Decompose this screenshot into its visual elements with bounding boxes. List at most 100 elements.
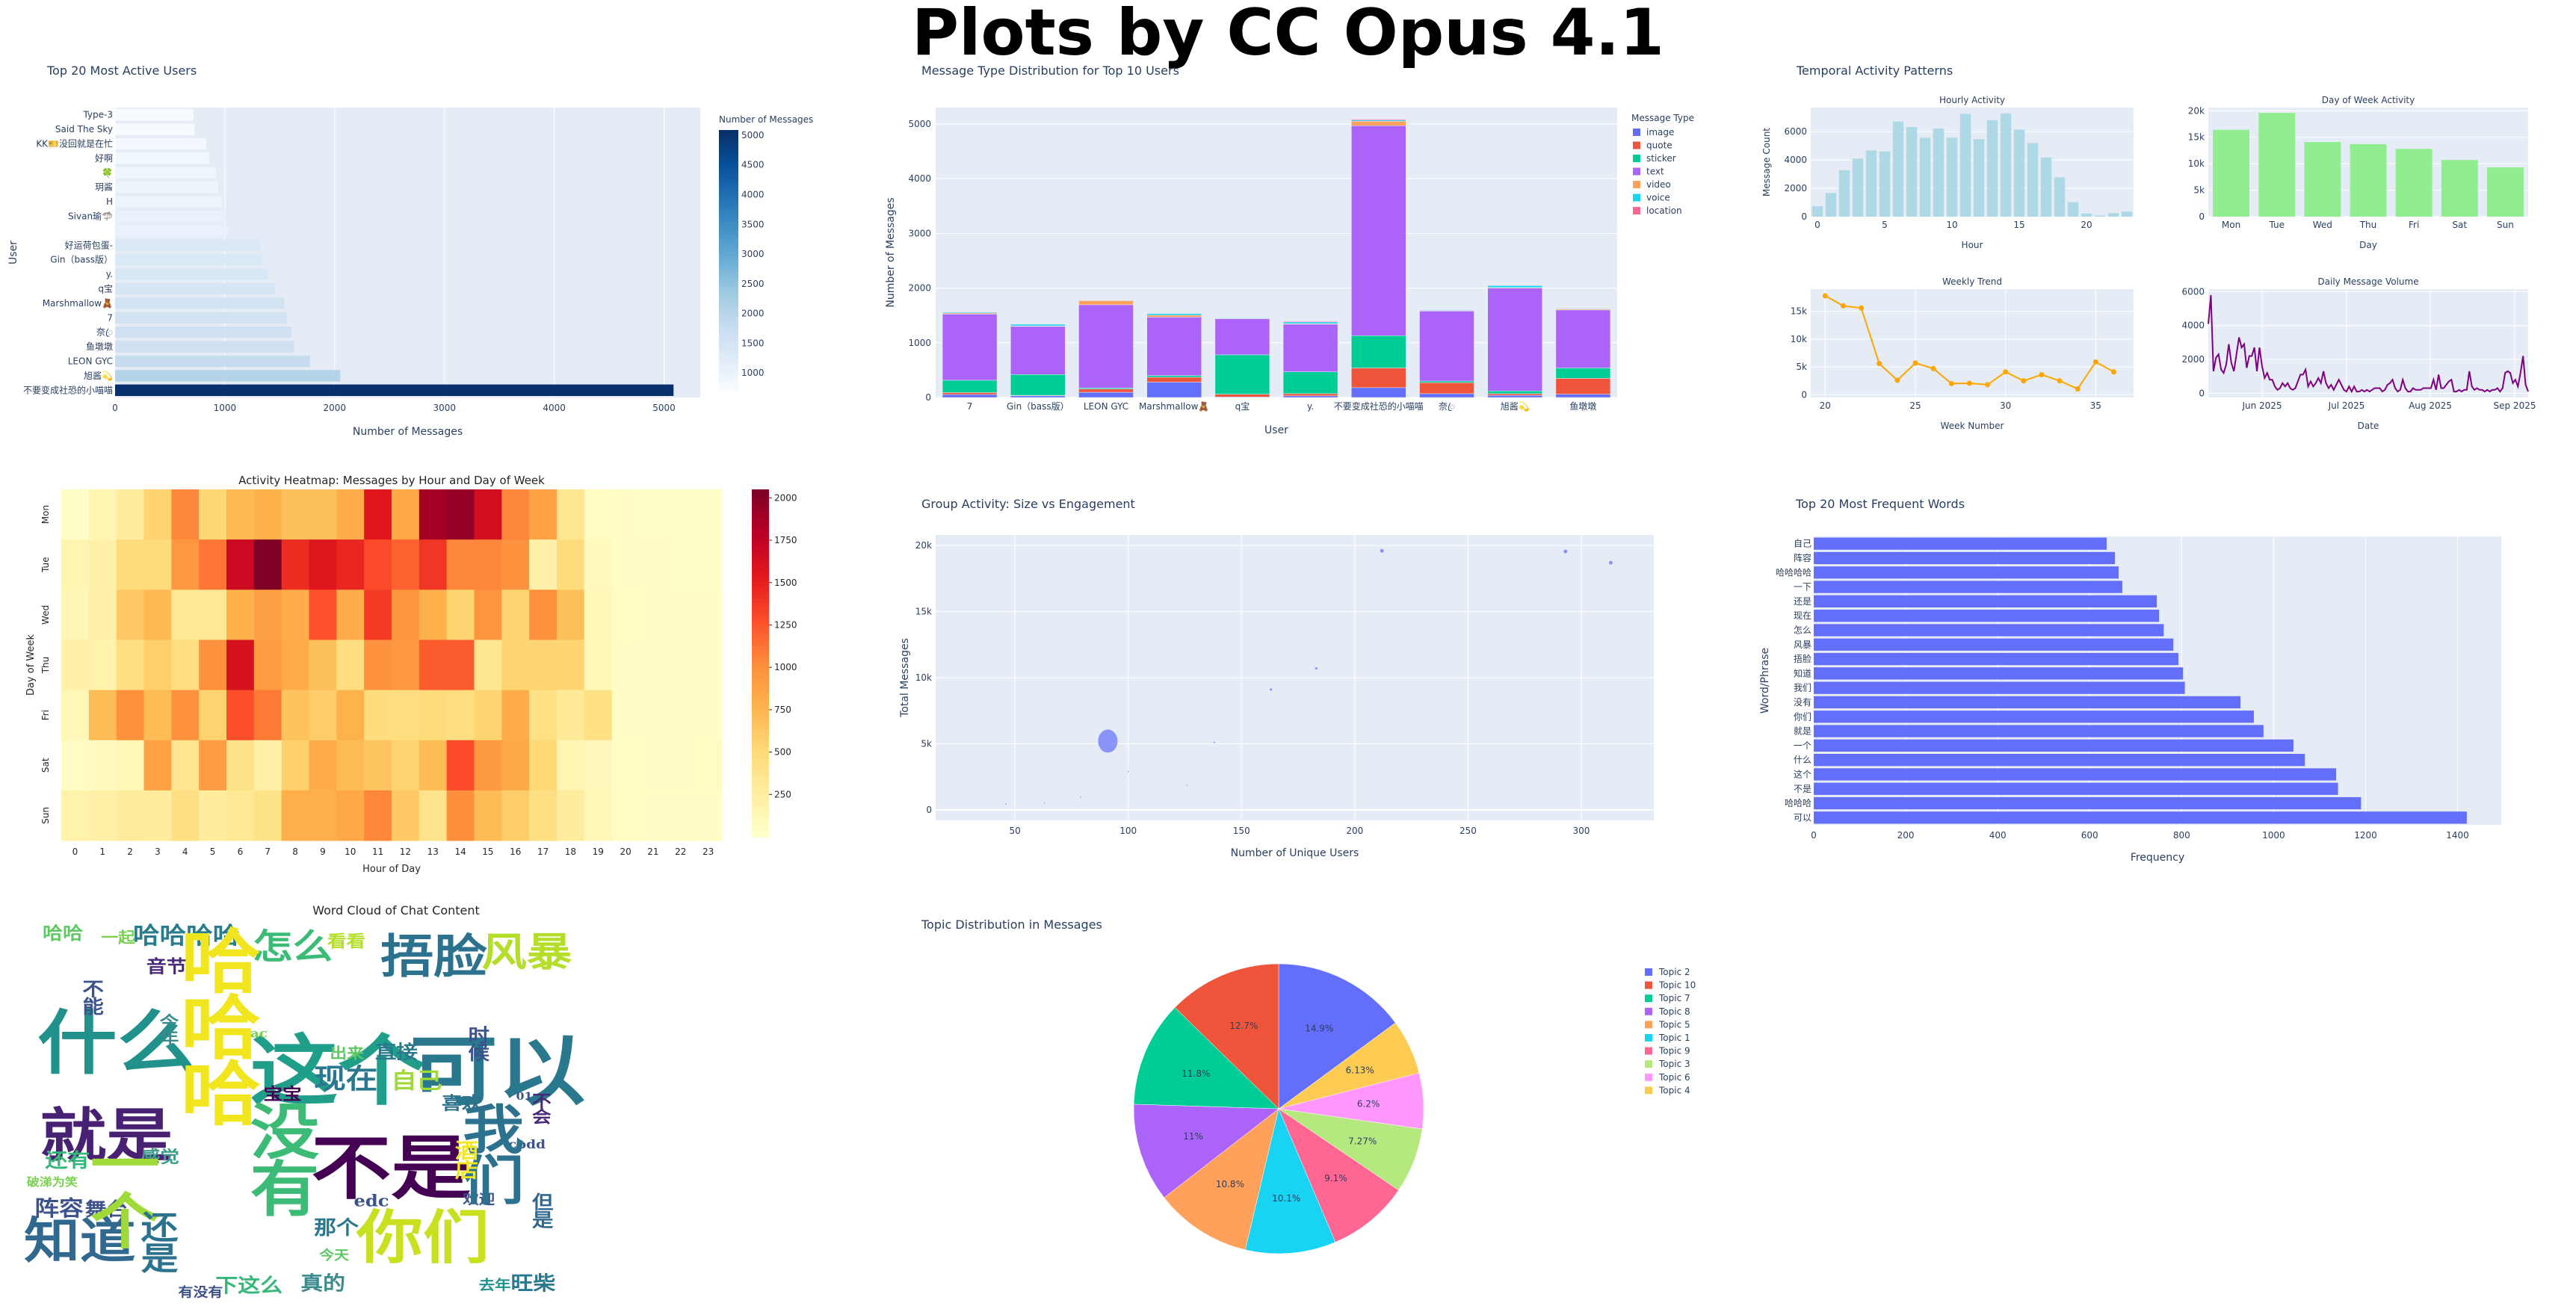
svg-text:不要变成社恐的小喵喵: 不要变成社恐的小喵喵 (23, 384, 113, 395)
svg-text:15k: 15k (915, 607, 932, 617)
svg-text:19: 19 (593, 847, 604, 857)
chart-temporal: Temporal Activity Patterns Hourly Activit… (0, 0, 2576, 448)
svg-text:旭酱💫: 旭酱💫 (1501, 400, 1530, 412)
bar (1814, 754, 2305, 767)
svg-text:22: 22 (675, 847, 686, 857)
svg-text:1750: 1750 (774, 535, 797, 545)
svg-text:是: 是 (141, 1240, 179, 1278)
svg-text:1000: 1000 (741, 368, 765, 378)
svg-text:35: 35 (2090, 400, 2101, 411)
svg-text:会: 会 (532, 1107, 552, 1127)
svg-text:Topic 7: Topic 7 (1658, 993, 1690, 1003)
svg-text:哈哈哈哈: 哈哈哈哈 (133, 922, 240, 949)
svg-text:q宝: q宝 (98, 284, 113, 294)
scatter-point (1043, 802, 1045, 804)
chart-title: Top 20 Most Active Users (46, 64, 197, 78)
bar (115, 182, 218, 194)
svg-text:不: 不 (82, 979, 104, 1000)
svg-text:5k: 5k (2193, 185, 2205, 196)
svg-text:0: 0 (2199, 388, 2205, 398)
svg-text:感觉: 感觉 (141, 1146, 179, 1166)
svg-text:0: 0 (112, 403, 118, 413)
svg-text:Topic 9: Topic 9 (1658, 1046, 1690, 1056)
svg-text:Hour: Hour (1962, 240, 1983, 250)
bar (115, 239, 261, 251)
svg-text:4500: 4500 (741, 160, 765, 170)
svg-text:还有: 还有 (46, 1149, 90, 1172)
svg-text:有没有: 有没有 (179, 1285, 223, 1300)
svg-text:Topic 10: Topic 10 (1658, 980, 1696, 991)
svg-text:1000: 1000 (908, 338, 931, 348)
svg-text:Word Cloud of Chat Content: Word Cloud of Chat Content (312, 903, 480, 917)
svg-text:知道: 知道 (24, 1212, 135, 1269)
svg-text:9: 9 (320, 847, 326, 857)
svg-text:y.: y. (1307, 401, 1314, 412)
svg-text:12.7%: 12.7% (1229, 1021, 1258, 1031)
svg-text:风暴: 风暴 (1794, 640, 1811, 650)
svg-text:20: 20 (1820, 400, 1831, 411)
svg-text:7: 7 (107, 312, 113, 323)
svg-text:Gin（bass版）: Gin（bass版） (50, 255, 113, 265)
svg-text:Topic 2: Topic 2 (1658, 967, 1690, 977)
svg-text:Daily Message Volume: Daily Message Volume (2317, 276, 2418, 287)
svg-text:20: 20 (2081, 220, 2092, 230)
pie-slice (1133, 1007, 1279, 1110)
bar (115, 123, 195, 135)
svg-text:6: 6 (238, 847, 244, 857)
svg-text:400: 400 (1989, 830, 2007, 841)
svg-text:1200: 1200 (2354, 830, 2377, 841)
bar (1814, 610, 2160, 622)
svg-text:250: 250 (1460, 826, 1477, 836)
svg-text:Temporal Activity Patterns: Temporal Activity Patterns (1796, 64, 1953, 78)
scatter-point (1315, 667, 1318, 670)
bar (115, 384, 674, 396)
svg-text:3: 3 (155, 847, 161, 857)
svg-text:1250: 1250 (774, 619, 797, 630)
svg-text:这个: 这个 (250, 1026, 426, 1115)
svg-text:LEON GYC: LEON GYC (1084, 401, 1128, 412)
svg-text:Hour of Day: Hour of Day (362, 864, 421, 875)
svg-text:候: 候 (469, 1043, 490, 1065)
svg-text:10: 10 (1946, 220, 1957, 230)
svg-text:15: 15 (482, 847, 493, 857)
svg-text:800: 800 (2173, 830, 2190, 841)
bar (1814, 566, 2119, 579)
temporal-plot: Temporal Activity Patterns Hourly Activit… (1761, 64, 2536, 431)
svg-text:我们: 我们 (1794, 682, 1811, 693)
svg-text:Day of Week: Day of Week (25, 634, 37, 696)
bar (115, 355, 310, 368)
svg-text:阵容: 阵容 (34, 1196, 84, 1221)
svg-text:Group Activity: Size vs Engage: Group Activity: Size vs Engagement (921, 497, 1135, 511)
svg-text:200: 200 (1897, 830, 1915, 841)
svg-text:破涕为笑: 破涕为笑 (27, 1175, 78, 1189)
svg-text:5k: 5k (921, 738, 932, 749)
svg-text:Marshmallow🧸: Marshmallow🧸 (43, 298, 113, 309)
svg-text:怎么: 怎么 (253, 926, 333, 967)
svg-text:13: 13 (427, 847, 439, 857)
svg-text:11: 11 (372, 847, 383, 857)
svg-text:20k: 20k (915, 540, 932, 551)
svg-text:出来: 出来 (330, 1045, 364, 1062)
bar (1814, 681, 2185, 694)
svg-text:14: 14 (454, 847, 466, 857)
svg-text:0: 0 (1801, 389, 1807, 400)
svg-text:Sat: Sat (2452, 220, 2467, 230)
svg-text:4: 4 (182, 847, 188, 857)
svg-text:Fri: Fri (40, 710, 51, 720)
svg-text:Topic 5: Topic 5 (1658, 1019, 1690, 1030)
svg-text:3000: 3000 (433, 403, 456, 413)
bar (1814, 595, 2158, 607)
svg-text:Tue: Tue (2268, 220, 2285, 230)
svg-text:鱼墩墩: 鱼墩墩 (86, 341, 113, 352)
svg-text:11.8%: 11.8% (1182, 1068, 1210, 1079)
svg-text:就是: 就是 (40, 1101, 173, 1169)
bar (115, 196, 223, 208)
svg-text:Topic 3: Topic 3 (1658, 1059, 1690, 1069)
svg-text:Aug 2025: Aug 2025 (2409, 400, 2452, 411)
svg-text:是: 是 (532, 1210, 554, 1231)
svg-text:哈: 哈 (181, 1053, 261, 1136)
svg-text:你们: 你们 (1794, 711, 1811, 722)
svg-text:Topic 8: Topic 8 (1658, 1006, 1690, 1017)
svg-text:4000: 4000 (908, 173, 931, 184)
